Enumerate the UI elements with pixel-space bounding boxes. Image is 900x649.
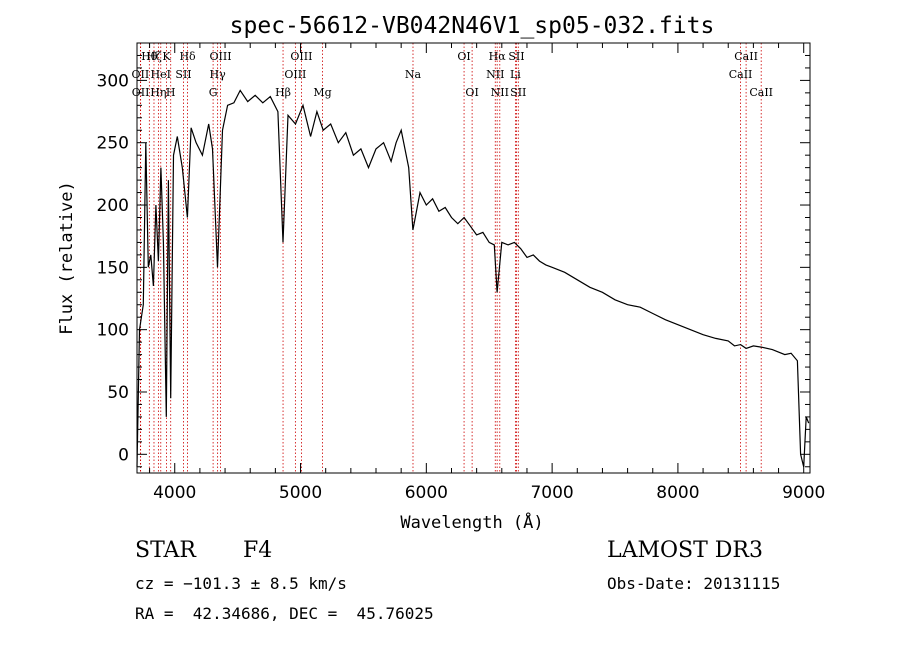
emission-line-label: OII: [132, 68, 150, 81]
emission-line-label: CaII: [749, 86, 773, 99]
y-tick-label: 100: [97, 321, 129, 341]
emission-line-label: Na: [405, 68, 422, 81]
emission-line-label: Hγ: [210, 68, 227, 81]
y-tick-label: 200: [97, 196, 129, 216]
y-tick-label: 250: [97, 134, 129, 154]
emission-line-label: OIII: [284, 68, 306, 81]
emission-line-label: Mg: [313, 86, 331, 99]
x-tick-label: 8000: [656, 483, 699, 503]
emission-line-label: H: [166, 86, 176, 99]
emission-line-label: CaII: [729, 68, 753, 81]
emission-line-label: OI: [457, 50, 470, 63]
emission-line-label: Hδ: [179, 50, 196, 63]
spectrum-line: [136, 89, 810, 467]
axis-ticks: 4000 5000 6000 7000 8000 9000 0 50 100 150 200 250 3…: [97, 43, 825, 503]
coordinates: RA = 42.34686, DEC = 45.76025: [135, 604, 434, 623]
emission-line-label: G: [209, 86, 218, 99]
x-axis-label: Wavelength (Å): [400, 511, 543, 533]
plot-frame: [136, 42, 811, 474]
survey-name: LAMOST DR3: [607, 538, 763, 563]
x-tick-label: 9000: [782, 483, 825, 503]
emission-line-label: Hη: [150, 86, 166, 99]
emission-line-label: Hζ: [146, 50, 162, 63]
obs-date: Obs-Date: 20131115: [607, 574, 781, 593]
emission-line-label: SII: [508, 50, 524, 63]
emission-line-label: CaII: [734, 50, 758, 63]
emission-line-label: Hθ: [141, 50, 158, 63]
redshift-text: cz = −101.3 ± 8.5 km/s: [135, 574, 347, 593]
object-subclass: F4: [243, 538, 273, 563]
emission-line-label: Li: [510, 68, 521, 81]
x-tick-label: 5000: [279, 483, 322, 503]
x-tick-label: 7000: [530, 483, 573, 503]
emission-line-label: NII: [491, 86, 509, 99]
emission-line-label: K: [162, 50, 171, 63]
emission-line-label: Hα: [489, 50, 507, 63]
emission-line-label: Hβ: [275, 86, 291, 99]
emission-line-label: SII: [175, 68, 191, 81]
chart-title: spec-56612-VB042N46V1_sp05-032.fits: [230, 13, 715, 39]
emission-line-label: OIII: [209, 50, 231, 63]
emission-lines-layer: [139, 43, 762, 473]
object-class: STAR: [135, 538, 196, 563]
y-tick-label: 0: [118, 445, 129, 465]
y-axis-label: Flux (relative): [57, 181, 77, 335]
y-tick-label: 50: [107, 383, 129, 403]
emission-line-label: HeI: [151, 68, 171, 81]
y-tick-label: 300: [97, 71, 129, 91]
emission-line-label: SII: [510, 86, 526, 99]
y-tick-label: 150: [97, 258, 129, 278]
emission-line-label: NII: [486, 68, 504, 81]
x-tick-label: 4000: [153, 483, 196, 503]
x-tick-label: 6000: [405, 483, 448, 503]
emission-line-label: OIII: [290, 50, 312, 63]
emission-line-label: OI: [465, 86, 478, 99]
